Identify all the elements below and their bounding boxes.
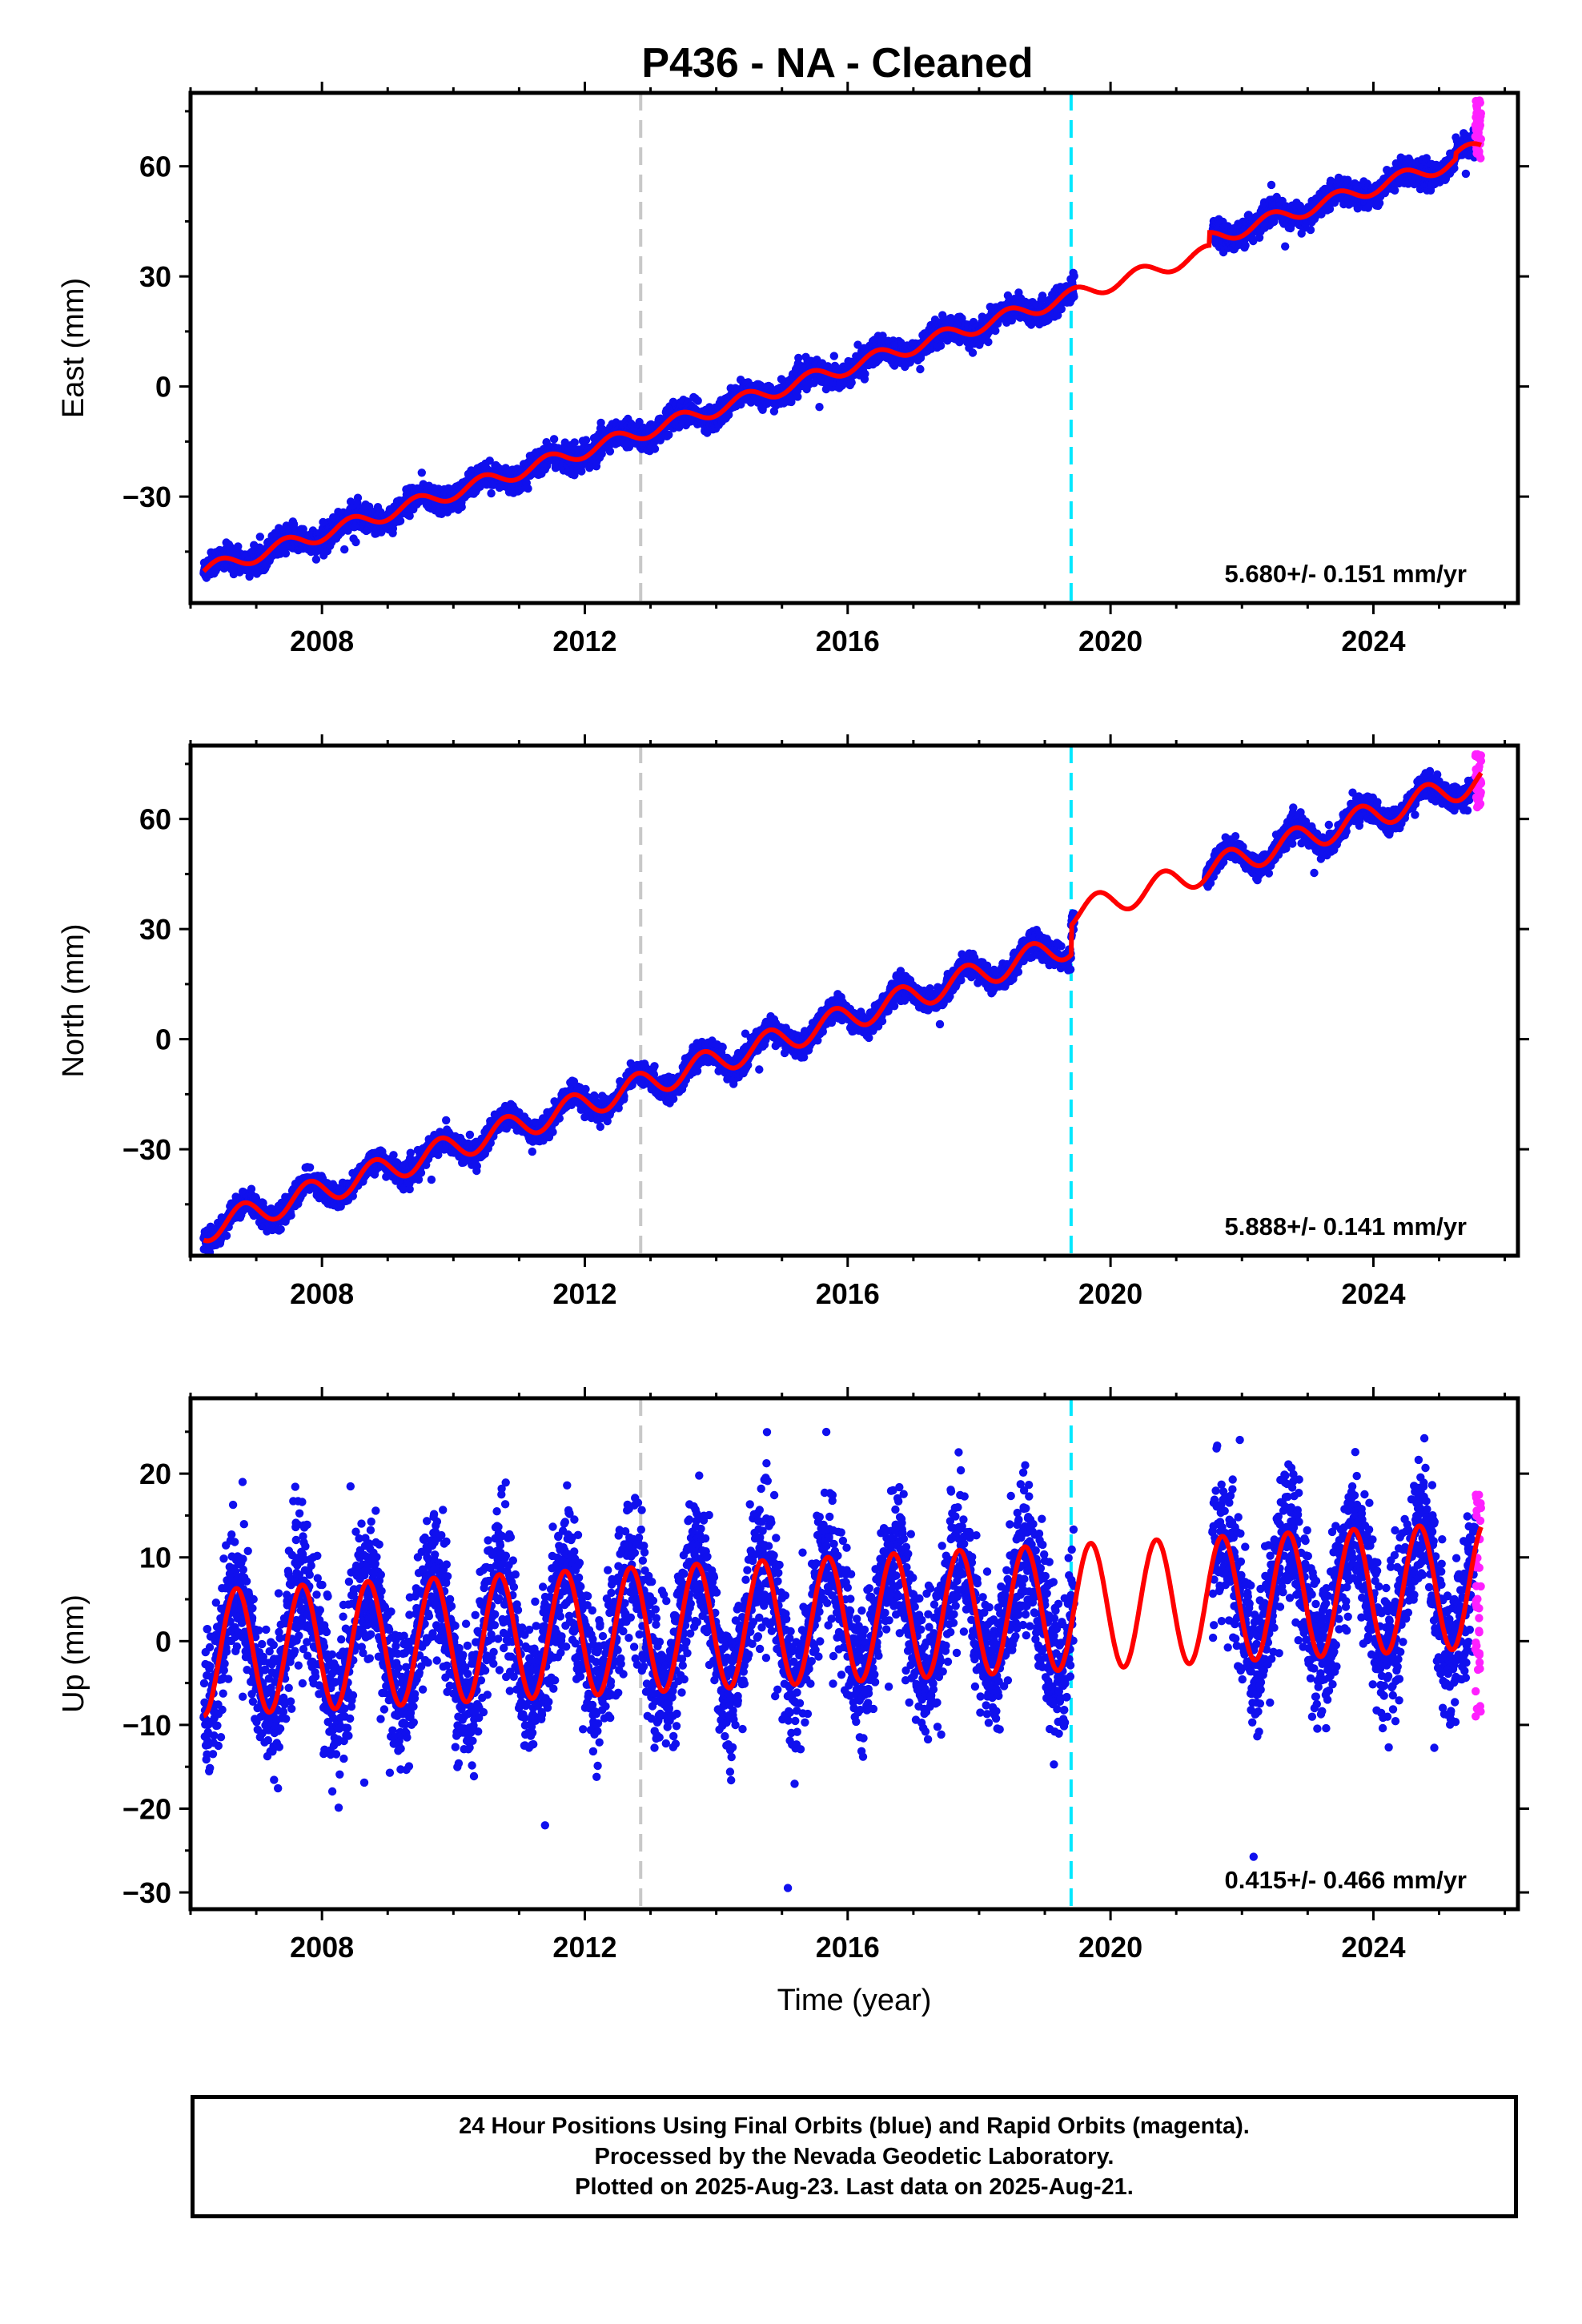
east-final-point [281, 549, 291, 558]
east-final-point [991, 326, 1000, 336]
east-final-point [549, 435, 559, 444]
east-final-point [1241, 241, 1250, 250]
east-final-point [1070, 271, 1078, 280]
east-final-point [1281, 242, 1290, 251]
east-final-point [605, 447, 615, 456]
east-final-point [1306, 225, 1315, 235]
east-final-point [596, 418, 605, 428]
east-final-point [878, 332, 887, 340]
east-final-point [353, 493, 363, 502]
east-final-point [581, 436, 591, 444]
east-final-point [650, 444, 660, 453]
east-final-points [199, 125, 1480, 582]
east-final-point [968, 348, 978, 357]
east-final-point [396, 517, 405, 525]
east-final-point [984, 337, 993, 347]
east-plot-area [199, 93, 1486, 603]
east-final-point [405, 512, 414, 521]
east-final-point [485, 456, 494, 465]
east-final-point [936, 341, 946, 350]
east-final-point [793, 392, 802, 401]
east-final-point [417, 468, 426, 477]
east-final-point [255, 533, 264, 541]
east-final-point [340, 545, 349, 554]
east-final-point [234, 542, 243, 551]
east-final-point [665, 430, 673, 440]
east-final-point [635, 417, 644, 427]
east-final-point [524, 484, 532, 493]
east-final-point [577, 467, 586, 476]
east-final-point [916, 364, 925, 374]
east-final-point [487, 489, 496, 498]
east-final-point [1391, 186, 1399, 195]
east-final-point [794, 353, 803, 363]
east-final-point [1267, 180, 1276, 190]
east-final-point [861, 369, 869, 379]
page-title: P436 - NA - Cleaned [641, 40, 1033, 86]
east-final-point [829, 352, 839, 360]
east-final-point [847, 378, 856, 387]
east-final-point [570, 438, 579, 447]
east-final-point [351, 537, 360, 547]
east-final-point [457, 502, 466, 512]
east-final-point [693, 396, 702, 405]
east-final-point [1070, 292, 1078, 301]
east-final-point [1057, 304, 1066, 314]
east-final-point [311, 555, 321, 564]
east-final-point [815, 403, 824, 412]
